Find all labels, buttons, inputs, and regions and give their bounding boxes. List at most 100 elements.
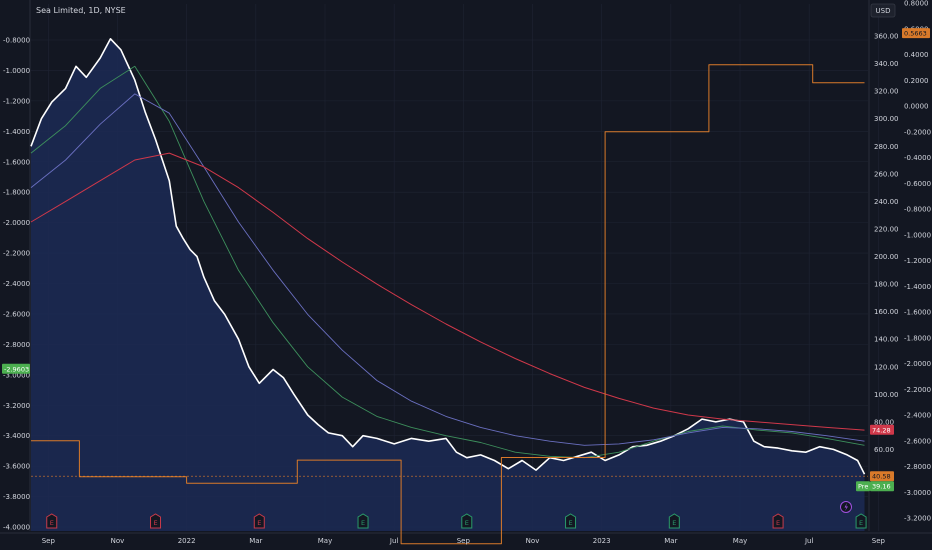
- left-value-badge: [2, 363, 30, 374]
- right-tick-label: 0.2000: [904, 77, 929, 85]
- price-tick-label: 340.00: [874, 60, 899, 68]
- right-tick-label: -3.2000: [904, 515, 931, 523]
- price-tick-label: 300.00: [874, 115, 899, 123]
- left-tick-label: -2.4000: [3, 280, 30, 288]
- right-tick-label: -2.0000: [904, 360, 931, 368]
- x-tick-label: May: [318, 537, 332, 545]
- price-tick-label: 280.00: [874, 143, 899, 151]
- x-axis[interactable]: Sep Nov 2022 Mar May Jul Sep Nov 2023 Mar May Jul Se…: [42, 537, 886, 545]
- x-tick-label: 2023: [593, 537, 611, 545]
- left-tick-label: -1.6000: [3, 158, 30, 166]
- left-tick-label: -2.6000: [3, 310, 30, 318]
- price-tick-label: 320.00: [874, 88, 899, 96]
- right-tick-label: -0.2000: [904, 128, 931, 136]
- left-tick-label: -4.0000: [3, 524, 30, 532]
- ma-long-badge: [870, 424, 894, 435]
- x-tick-label: 2022: [178, 537, 196, 545]
- right-tick-label: -1.6000: [904, 309, 931, 317]
- earnings-marker[interactable]: E: [46, 513, 58, 529]
- earnings-marker-letter: E: [257, 519, 261, 527]
- price-tick-label: 140.00: [874, 336, 899, 344]
- price-tick-label: 200.00: [874, 253, 899, 261]
- x-tick-label: Mar: [249, 537, 262, 545]
- earnings-marker[interactable]: E: [253, 513, 265, 529]
- earnings-marker[interactable]: E: [668, 513, 680, 529]
- earnings-marker-letter: E: [153, 519, 157, 527]
- price-line: [30, 38, 866, 475]
- x-tick-label: Mar: [664, 537, 677, 545]
- right-axis[interactable]: 0.80000.60000.40000.20000.0000-0.2000-0.…: [904, 0, 931, 523]
- price-tick-label: 240.00: [874, 198, 899, 206]
- earnings-marker-letter: E: [50, 519, 54, 527]
- pre-label-badge-text: Pre: [858, 483, 868, 491]
- earnings-marker-shape: [855, 513, 867, 529]
- earnings-marker-shape: [46, 513, 58, 529]
- earnings-marker[interactable]: E: [150, 513, 162, 529]
- left-tick-label: -1.8000: [3, 189, 30, 197]
- left-tick-label: -3.2000: [3, 402, 30, 410]
- left-tick-label: -2.0000: [3, 219, 30, 227]
- right-tick-label: -0.8000: [904, 206, 931, 214]
- fundamental-line: [31, 64, 865, 545]
- right-tick-label: -2.8000: [904, 463, 931, 471]
- value-badges: -2.9603 0.5663 74.28 40.58 Pre 39.16: [2, 28, 930, 492]
- left-tick-label: -2.8000: [3, 341, 30, 349]
- x-tick-label: Sep: [42, 537, 56, 545]
- left-tick-label: -3.8000: [3, 493, 30, 501]
- right-tick-label: -1.4000: [904, 283, 931, 291]
- left-value-badge-text: -2.9603: [4, 365, 29, 373]
- right-tick-label: 0.8000: [904, 0, 929, 8]
- lightning-glyph: [844, 503, 848, 511]
- left-tick-label: -0.8000: [3, 37, 30, 45]
- right-tick-label: -2.6000: [904, 437, 931, 445]
- price-axis[interactable]: 360.00 340.00 320.00 300.00 280.00 260.00 240.…: [874, 33, 899, 454]
- ma-long-badge-text: 74.28: [872, 426, 891, 434]
- pre-value-badge: [870, 481, 894, 492]
- earnings-marker[interactable]: E: [565, 513, 577, 529]
- x-tick-label: Sep: [872, 537, 886, 545]
- earnings-marker-shape: [565, 513, 577, 529]
- left-tick-label: -3.0000: [3, 371, 30, 379]
- series-layer: [30, 38, 866, 545]
- x-tick-label: Nov: [111, 537, 125, 545]
- earnings-marker-letter: E: [776, 519, 780, 527]
- left-axis[interactable]: -0.8000 -1.0000 -1.2000 -1.4000 -1.6000 -1.80…: [3, 37, 30, 532]
- price-tick-label: 260.00: [874, 170, 899, 178]
- price-tick-label: 80.00: [874, 418, 894, 426]
- currency-button[interactable]: [870, 3, 896, 18]
- earnings-marker-shape: [357, 513, 369, 529]
- right-tick-label: 0.0000: [904, 103, 929, 111]
- pre-value-badge-text: 39.16: [872, 483, 891, 491]
- earnings-marker-shape: [150, 513, 162, 529]
- left-tick-label: -3.6000: [3, 463, 30, 471]
- price-tick-label: 180.00: [874, 281, 899, 289]
- price-area-fill: [31, 38, 865, 532]
- ma_mid-line: [30, 93, 865, 446]
- right-tick-label: -0.6000: [904, 180, 931, 188]
- right-tick-label: -1.8000: [904, 334, 931, 342]
- x-tick-label: May: [733, 537, 747, 545]
- x-tick-label: Jul: [804, 537, 814, 545]
- earnings-marker[interactable]: E: [357, 513, 369, 529]
- pre-label-badge: [856, 481, 870, 492]
- right-tick-label: -0.4000: [904, 154, 931, 162]
- earnings-marker[interactable]: E: [855, 513, 867, 529]
- left-tick-label: -1.4000: [3, 128, 30, 136]
- price-tick-label: 360.00: [874, 33, 899, 41]
- price-tick-label: 60.00: [874, 446, 894, 454]
- ma_short-line: [30, 65, 865, 459]
- earnings-marker-letter: E: [568, 519, 572, 527]
- earnings-marker[interactable]: E: [772, 513, 784, 529]
- x-tick-label: Sep: [457, 537, 471, 545]
- earnings-marker-letter: E: [859, 519, 863, 527]
- right-tick-label: -2.2000: [904, 386, 931, 394]
- left-tick-label: -2.2000: [3, 250, 30, 258]
- left-tick-label: -3.4000: [3, 432, 30, 440]
- left-tick-label: -1.2000: [3, 97, 30, 105]
- right-tick-label: 0.4000: [904, 51, 929, 59]
- earnings-marker[interactable]: E: [461, 513, 473, 529]
- price-tick-label: 100.00: [874, 391, 899, 399]
- earnings-marker-shape: [668, 513, 680, 529]
